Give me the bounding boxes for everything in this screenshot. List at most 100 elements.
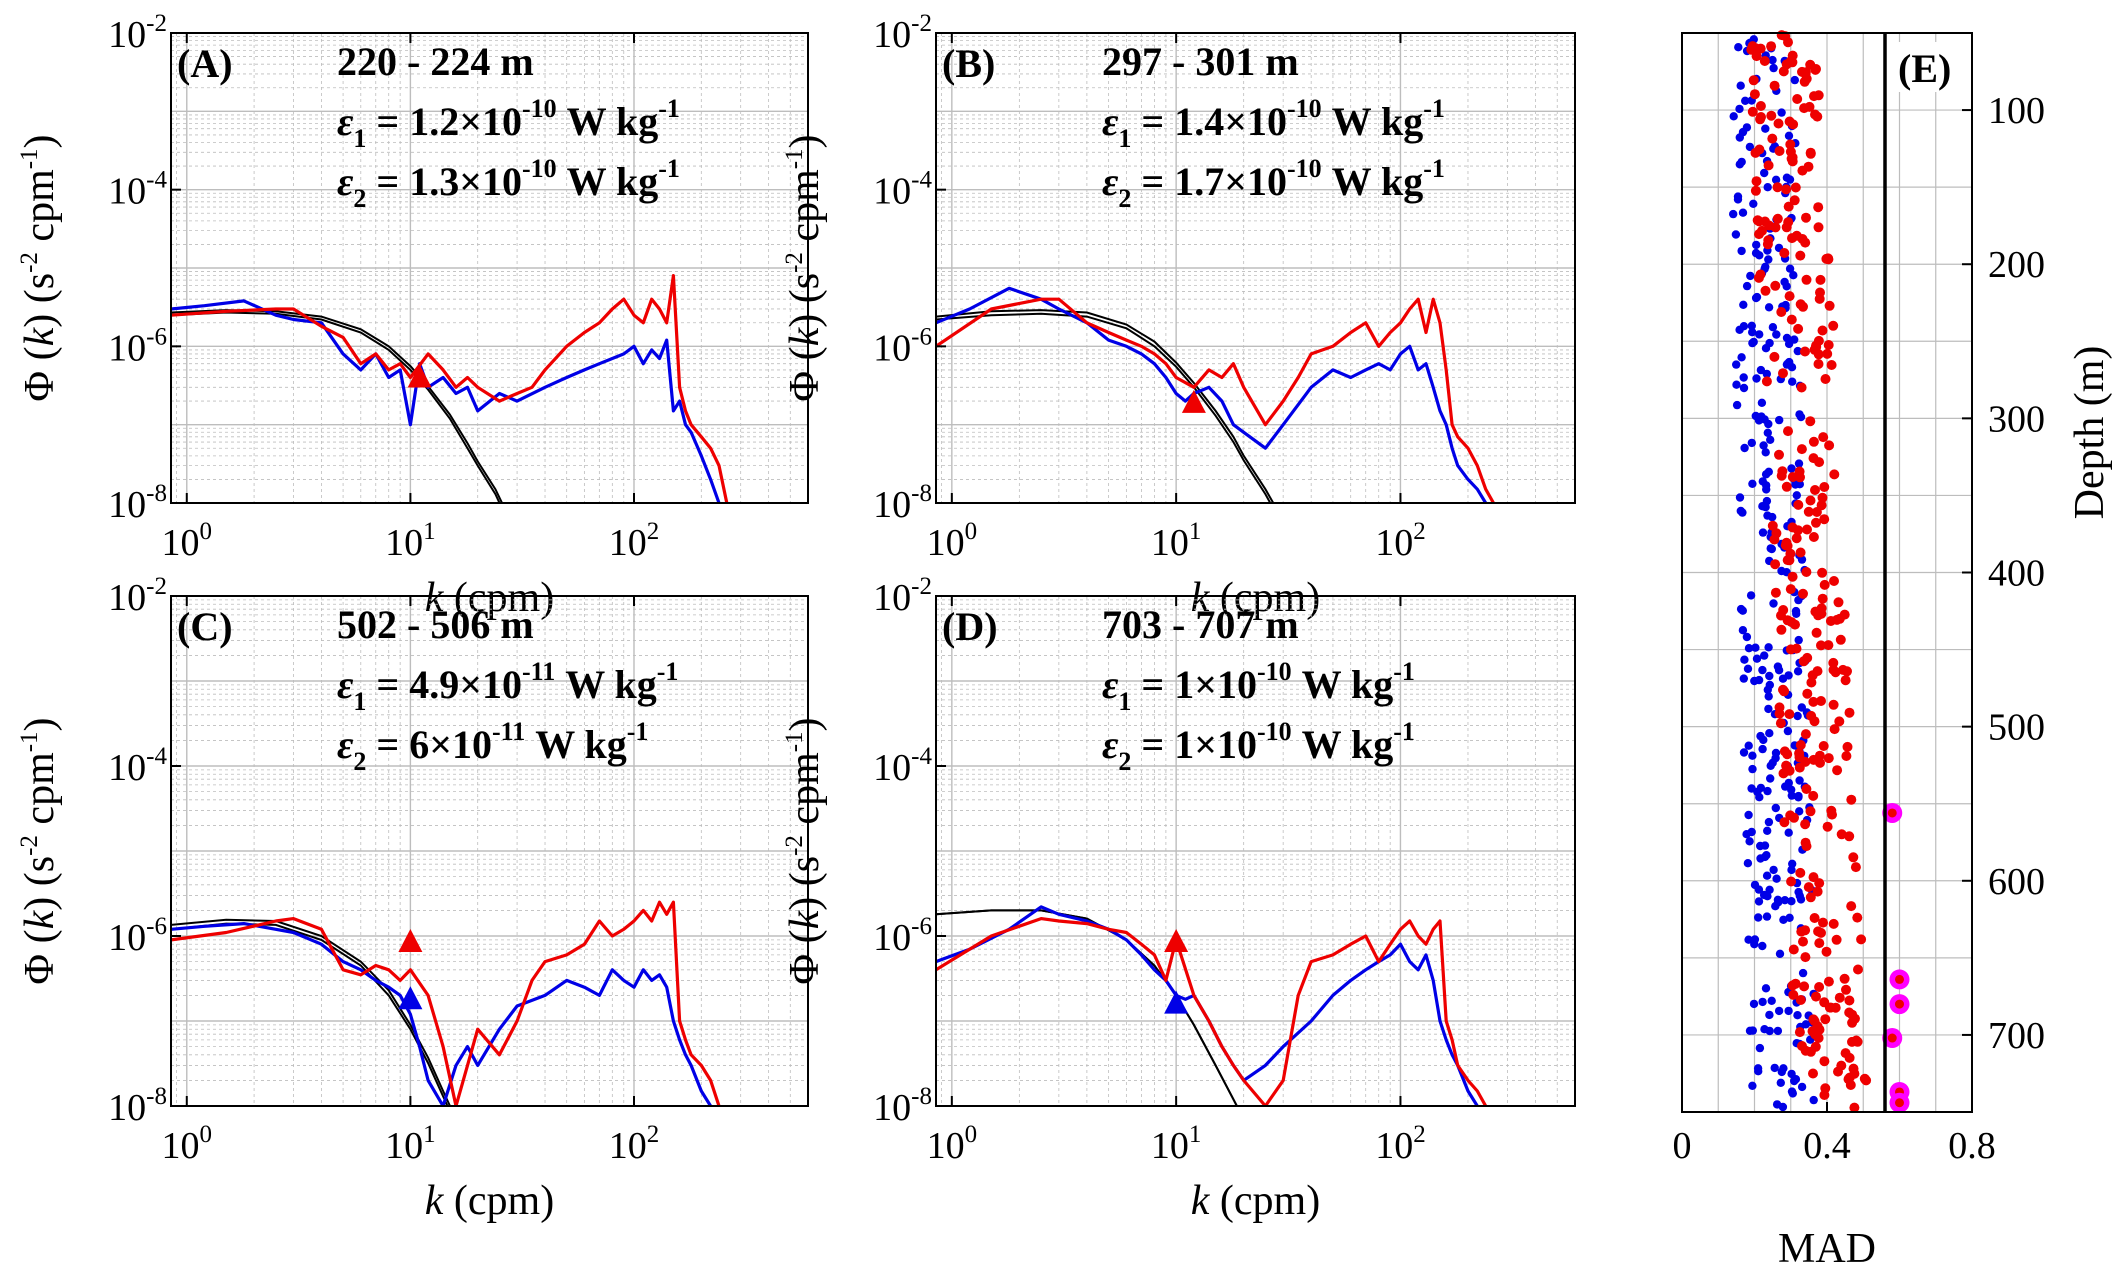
- red-triangle-marker: [1181, 389, 1206, 413]
- series-2-point: [1828, 320, 1839, 331]
- series-2-point: [1779, 248, 1790, 258]
- series-2-point: [1824, 300, 1835, 311]
- y-axis-label: Φ (k) (s-2 cpm-1): [16, 134, 63, 401]
- series-1-point: [1766, 435, 1775, 444]
- x-tick-label: 100: [162, 518, 213, 564]
- series-2-point: [1844, 1072, 1855, 1083]
- series-2-point: [1801, 841, 1812, 852]
- y-tick-label: 10-4: [108, 743, 167, 789]
- series-1-point: [1767, 996, 1776, 1005]
- series-2-point: [1834, 613, 1845, 624]
- series-1-point: [1758, 744, 1767, 754]
- series-2-point: [1782, 540, 1793, 551]
- series-2-point: [1808, 790, 1819, 801]
- series-2-point: [1773, 118, 1784, 129]
- series-2-point: [1792, 94, 1803, 104]
- series-2-point: [1807, 1026, 1818, 1037]
- series-1-point: [1743, 664, 1753, 673]
- series-1-point: [1736, 506, 1746, 516]
- series-2-point: [1811, 64, 1821, 74]
- series-1-point: [1793, 667, 1803, 676]
- series-2-point: [1755, 101, 1766, 111]
- series-2-point: [1781, 481, 1792, 492]
- series-2-point: [1787, 156, 1798, 167]
- series-2-point: [1818, 432, 1829, 443]
- series-1-point: [1774, 1006, 1784, 1016]
- series-1-point: [1757, 398, 1767, 407]
- blue-triangle-marker: [398, 986, 423, 1010]
- series-2-point: [1784, 765, 1795, 776]
- y-tick-label: 10-8: [108, 1083, 167, 1129]
- series-1-point: [1784, 131, 1794, 140]
- series-2-point: [1824, 440, 1835, 451]
- grid: [936, 33, 1576, 504]
- series-2-point: [1787, 472, 1798, 482]
- model-curve: [936, 309, 1275, 503]
- series-2-point: [1793, 323, 1804, 334]
- series-2-point: [1819, 579, 1830, 590]
- series-2-point: [1794, 752, 1805, 763]
- series-2-point: [1803, 506, 1814, 517]
- series-1-point: [1735, 325, 1744, 334]
- model-curve: [171, 922, 449, 1106]
- series-2-point: [1811, 991, 1821, 1002]
- series-1-point: [1772, 874, 1781, 883]
- model-curve: [171, 309, 504, 503]
- axes-box: [935, 32, 1576, 504]
- series-2-point: [1808, 453, 1819, 464]
- series-1-point: [1776, 1078, 1786, 1088]
- series-2-point: [1753, 272, 1764, 283]
- series-2-point: [1806, 710, 1817, 721]
- series-1-point: [1749, 999, 1759, 1009]
- series-1-point: [1751, 411, 1761, 421]
- series-2-point: [1850, 862, 1861, 873]
- series-2-point: [1769, 80, 1780, 91]
- series-1-point: [1769, 599, 1778, 608]
- series-2-point: [1823, 640, 1834, 651]
- x-tick-label: 100: [927, 518, 978, 564]
- y-tick-label: 700: [1988, 1015, 2045, 1057]
- x-tick-label: 102: [609, 518, 660, 564]
- flagged-point-core: [1887, 808, 1897, 818]
- series-2-point: [1812, 886, 1823, 897]
- series-1-point: [1787, 791, 1797, 800]
- series-1-point: [1790, 1076, 1799, 1086]
- series-2-point: [1785, 584, 1796, 595]
- x-tick-label: 101: [385, 1121, 436, 1167]
- series-1-point: [1796, 895, 1806, 904]
- series-1-point: [1746, 591, 1756, 600]
- series-2-point: [1778, 66, 1789, 77]
- series-2-point: [1785, 644, 1796, 655]
- series-2-point: [1852, 912, 1863, 923]
- series-1-point: [1764, 255, 1773, 264]
- series-2-point: [1790, 182, 1801, 193]
- series-2-point: [1808, 872, 1819, 883]
- series-1-point: [1763, 826, 1772, 835]
- series-1-point: [1787, 1069, 1796, 1079]
- series-2-point: [1783, 426, 1793, 437]
- series-1-point: [1787, 865, 1796, 875]
- series-2-point: [1819, 997, 1830, 1008]
- series-1-point: [1788, 377, 1797, 386]
- series-2-point: [1778, 368, 1788, 379]
- series-1-point: [1764, 467, 1774, 476]
- series-2-point: [1823, 753, 1834, 764]
- series-1-point: [1736, 81, 1745, 90]
- series-1-point: [1780, 277, 1789, 287]
- series-1-point: [1775, 415, 1784, 425]
- series-2-point: [1786, 876, 1797, 887]
- series-1-point: [1767, 544, 1777, 554]
- series-2-point: [1808, 696, 1819, 707]
- series-1-point: [1792, 609, 1801, 618]
- series-1-point: [1809, 1095, 1818, 1105]
- series-1-point: [1787, 897, 1796, 906]
- series-1-line: [936, 286, 1488, 503]
- series-1-point: [1735, 493, 1745, 502]
- series-1-point: [1790, 335, 1799, 344]
- series-2-point: [1782, 555, 1793, 566]
- x-axis-label: MAD: [1778, 1226, 1876, 1272]
- series-2-point: [1851, 1035, 1862, 1046]
- y-axis-label: Φ (k) (s-2 cpm-1): [16, 717, 63, 984]
- series-1-point: [1748, 1026, 1758, 1035]
- series-2-point: [1814, 938, 1825, 949]
